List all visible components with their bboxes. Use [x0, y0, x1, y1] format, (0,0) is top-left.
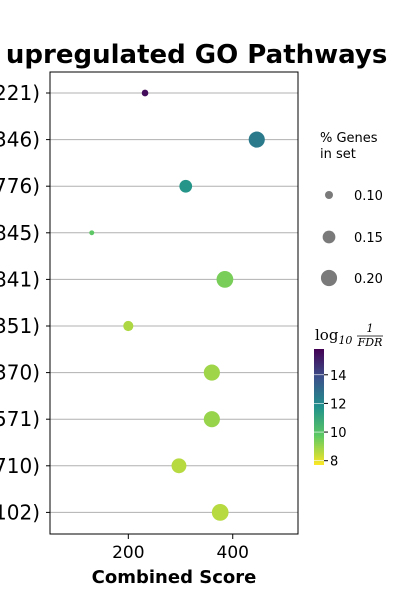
colorbar-title-numerator: 1 — [367, 322, 374, 335]
data-point — [141, 89, 149, 97]
size-legend-marker — [325, 191, 333, 199]
data-point — [89, 230, 95, 236]
data-point — [123, 320, 134, 332]
y-tick-label: (GO:0006370) — [0, 361, 40, 385]
size-legend-marker — [322, 230, 336, 244]
data-point — [216, 271, 234, 288]
size-legend: % Genes in set 0.10 0.15 0.20 — [320, 131, 383, 287]
plot-frame — [49, 71, 299, 535]
y-tick-label: (GO:0006776) — [0, 174, 40, 198]
x-tick-label: 400 — [217, 543, 249, 563]
size-legend-label: 0.15 — [354, 231, 383, 246]
y-tick-label: (GO:0046102) — [0, 500, 40, 524]
colorbar-tick-label: 8 — [330, 455, 338, 470]
data-point — [203, 364, 220, 381]
color-legend: log10 1 FDR 8 10 12 14 — [314, 322, 383, 470]
colorbar-title-denominator: FDR — [357, 336, 383, 349]
x-tick-label: 200 — [112, 543, 144, 563]
colorbar-tick-label: 10 — [330, 426, 347, 441]
size-legend-marker — [320, 269, 338, 287]
colorbar-tick-label: 14 — [330, 369, 347, 384]
size-legend-label: 0.10 — [354, 189, 383, 204]
colorbar-tick-label: 12 — [330, 397, 347, 412]
grid-lines — [50, 92, 298, 513]
data-point — [248, 131, 265, 148]
y-tick-label: (GO:0010845) — [0, 221, 40, 245]
y-tick-label: (GO:0000351) — [0, 314, 40, 338]
y-tick-label: (GO:0006710) — [0, 454, 40, 478]
data-points — [89, 89, 265, 521]
y-tick-label: (GO:0006221) — [0, 81, 40, 105]
data-point — [179, 179, 193, 193]
size-legend-title-line1: % Genes — [320, 131, 378, 146]
size-legend-title-line2: in set — [320, 147, 356, 162]
size-legend-label: 0.20 — [354, 272, 383, 287]
y-tick-labels: (GO:0006221) (GO:0000346) (GO:0006776) (GO:… — [0, 81, 50, 524]
y-tick-label: (GO:0006571) — [0, 407, 40, 431]
data-point — [203, 411, 220, 428]
x-axis-label: Combined Score — [92, 567, 257, 588]
x-ticks: 200 400 — [112, 534, 249, 563]
colorbar — [314, 349, 324, 465]
y-tick-label: (GO:0006841) — [0, 267, 40, 291]
colorbar-title: log10 — [315, 326, 352, 347]
y-tick-label: (GO:0000346) — [0, 128, 40, 152]
chart-title: 20 upregulated GO Pathways — [0, 40, 387, 70]
data-point — [171, 458, 187, 474]
data-point — [211, 504, 229, 521]
